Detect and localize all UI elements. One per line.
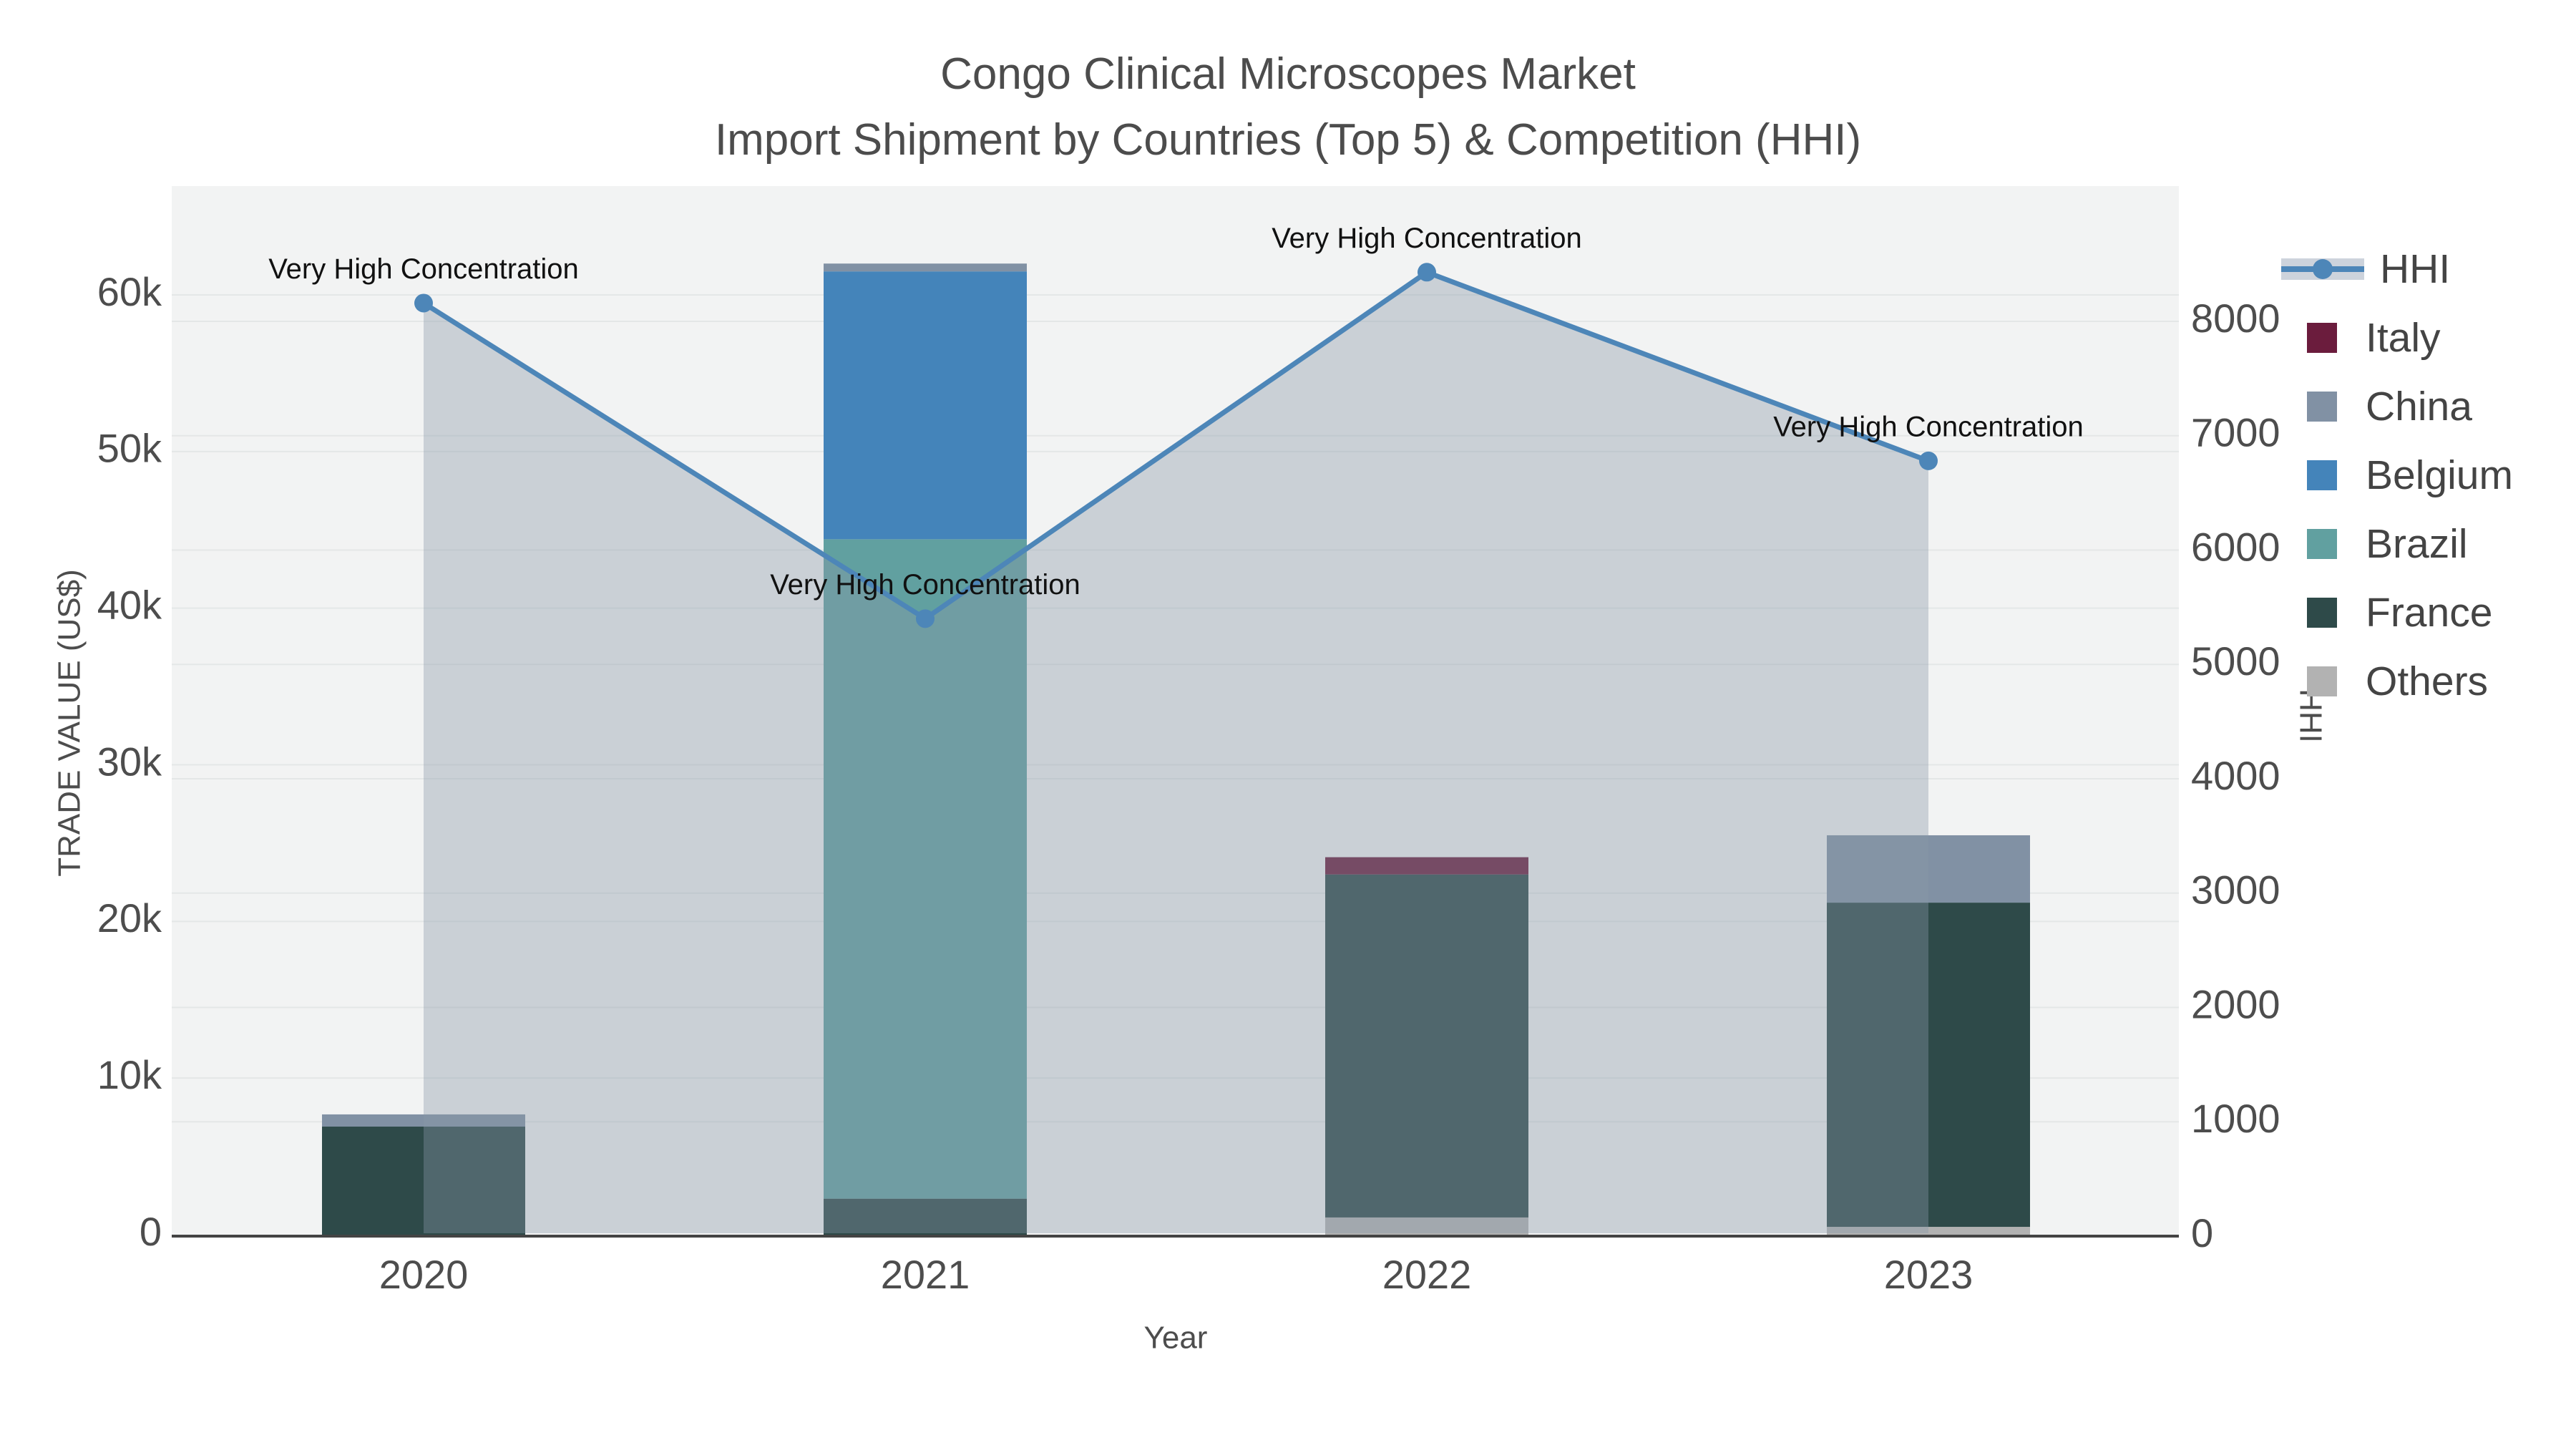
hhi-marker-2020[interactable] (414, 293, 433, 313)
y-left-tick-0: 0 (140, 1209, 162, 1254)
legend-swatch-others (2307, 666, 2337, 696)
legend-label-italy: Italy (2366, 315, 2441, 361)
hhi-marker-2022[interactable] (1418, 263, 1436, 282)
y-left-axis-title: TRADE VALUE (US$) (52, 569, 87, 877)
legend-label-brazil: Brazil (2366, 521, 2468, 567)
x-tick-2020: 2020 (379, 1252, 469, 1297)
y-right-tick-1000: 1000 (2191, 1096, 2280, 1141)
y-right-tick-7000: 7000 (2191, 410, 2280, 455)
y-right-tick-0: 0 (2191, 1210, 2213, 1255)
legend-label-others: Others (2366, 659, 2489, 704)
y-right-axis-title: HHI (2293, 689, 2328, 743)
annotation-2021: Very High Concentration (770, 569, 1080, 601)
y-left-tick-60k: 60k (97, 269, 162, 314)
hhi-line (422, 269, 1930, 622)
legend-label-china: China (2366, 384, 2472, 429)
chart-title: Congo Clinical Microscopes Market Import… (0, 42, 2576, 173)
bar-segment-france-2023[interactable] (1827, 903, 2030, 1228)
bar-segment-france-2022[interactable] (1325, 874, 1528, 1218)
bar-segment-italy-2022[interactable] (1325, 857, 1528, 875)
legend-swatch-belgium (2307, 460, 2337, 490)
legend-item-france[interactable]: France (2275, 578, 2576, 647)
y-left-tick-40k: 40k (97, 582, 162, 627)
legend-swatch-italy (2307, 323, 2337, 353)
chart-title-line2: Import Shipment by Countries (Top 5) & C… (714, 115, 1862, 165)
legend-label-belgium: Belgium (2366, 452, 2513, 498)
chart-title-line1: Congo Clinical Microscopes Market (940, 49, 1636, 99)
legend-item-brazil[interactable]: Brazil (2275, 510, 2576, 578)
bar-segment-belgium-2021[interactable] (824, 271, 1027, 540)
hhi-area-fill (424, 272, 1928, 1233)
legend-line-swatch-hhi (2281, 258, 2364, 280)
bar-segment-others-2023[interactable] (1827, 1227, 2030, 1235)
legend-item-china[interactable]: China (2275, 372, 2576, 441)
x-axis-title: Year (1144, 1321, 1208, 1356)
legend-label-france: France (2366, 590, 2493, 636)
y-right-tick-3000: 3000 (2191, 868, 2280, 913)
bar-segment-france-2021[interactable] (824, 1198, 1027, 1235)
hhi-marker-2023[interactable] (1919, 451, 1938, 470)
legend-item-others[interactable]: Others (2275, 647, 2576, 716)
bar-segment-brazil-2021[interactable] (824, 539, 1027, 1199)
y-right-tick-2000: 2000 (2191, 981, 2280, 1026)
bar-segment-france-2020[interactable] (322, 1127, 525, 1235)
y-left-tick-30k: 30k (97, 739, 162, 784)
annotation-2022: Very High Concentration (1272, 223, 1582, 254)
x-tick-2023: 2023 (1884, 1252, 1974, 1297)
legend: HHI Italy China Belgium Brazil France Others (2275, 235, 2576, 716)
x-tick-2021: 2021 (881, 1252, 970, 1297)
legend-marker-icon (2313, 259, 2333, 279)
y-right-tick-8000: 8000 (2191, 296, 2280, 341)
y-right-tick-6000: 6000 (2191, 524, 2280, 569)
legend-label-hhi: HHI (2380, 246, 2451, 292)
hhi-marker-2021[interactable] (916, 609, 935, 628)
y-left-tick-20k: 20k (97, 895, 162, 941)
x-tick-2022: 2022 (1382, 1252, 1472, 1297)
bar-segment-china-2021[interactable] (824, 263, 1027, 272)
y-left-tick-10k: 10k (97, 1052, 162, 1097)
annotation-2023: Very High Concentration (1773, 411, 2084, 442)
y-right-tick-5000: 5000 (2191, 638, 2280, 684)
annotation-2020: Very High Concentration (268, 253, 579, 285)
y-left-tick-50k: 50k (97, 426, 162, 471)
bar-segment-china-2020[interactable] (322, 1114, 525, 1127)
bar-segment-china-2023[interactable] (1827, 835, 2030, 903)
legend-swatch-brazil (2307, 529, 2337, 559)
bar-segment-others-2022[interactable] (1325, 1217, 1528, 1235)
legend-item-hhi[interactable]: HHI (2275, 235, 2576, 303)
legend-item-belgium[interactable]: Belgium (2275, 441, 2576, 510)
legend-swatch-france (2307, 598, 2337, 628)
legend-item-italy[interactable]: Italy (2275, 303, 2576, 372)
y-right-tick-4000: 4000 (2191, 753, 2280, 798)
legend-swatch-china (2307, 392, 2337, 422)
